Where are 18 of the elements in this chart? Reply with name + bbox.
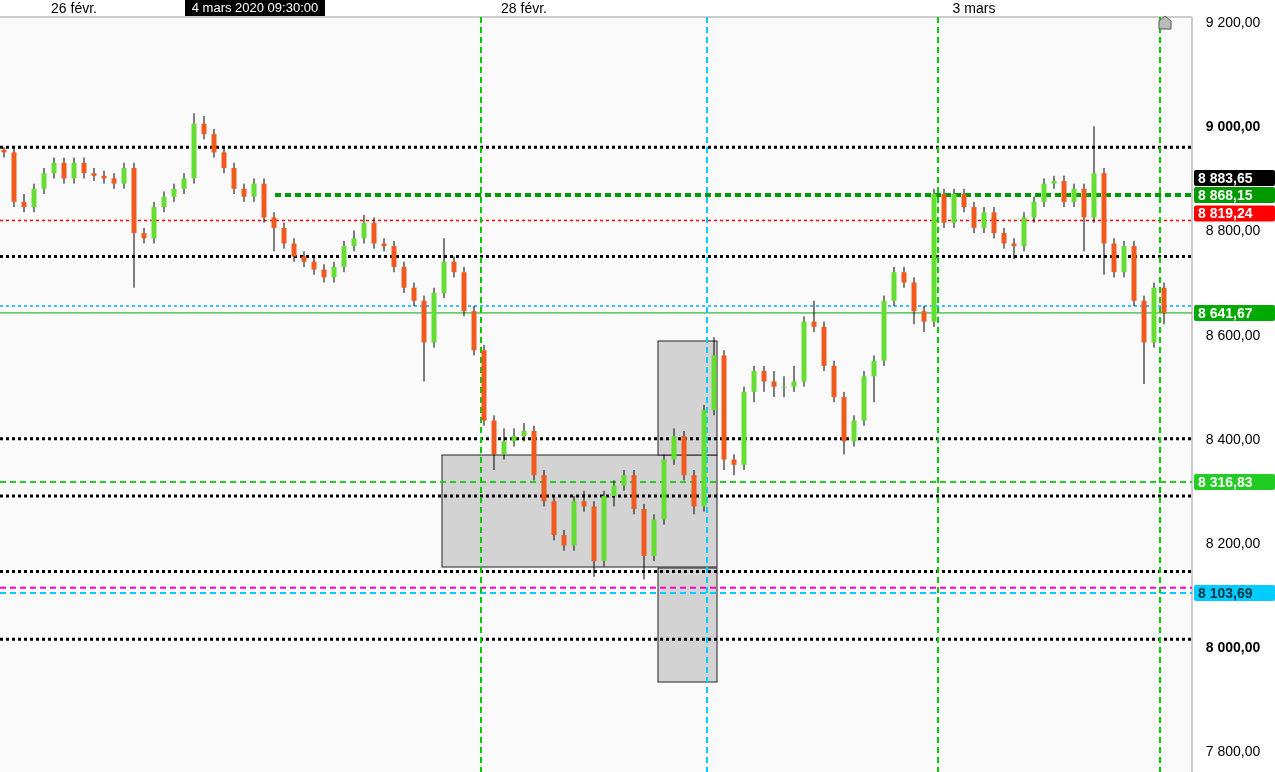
x-tick-label: 3 mars xyxy=(952,0,996,16)
ref-line-label: 8 316,83 xyxy=(1198,473,1253,490)
y-tick-label: 8 800,00 xyxy=(1205,222,1261,239)
y-tick-label: 7 800,00 xyxy=(1205,743,1261,760)
y-tick-label: 9 200,00 xyxy=(1205,14,1261,31)
ref-line-label: 8 103,69 xyxy=(1198,584,1253,601)
text: 8 883,65 xyxy=(1198,169,1253,186)
text: 4 mars 2020 09:30:00 xyxy=(191,0,319,15)
y-tick-label: 8 200,00 xyxy=(1205,534,1261,551)
y-tick-label: 8 000,00 xyxy=(1205,638,1261,655)
ref-line-label: 8 868,15 xyxy=(1198,186,1253,203)
y-tick-label: 8 400,00 xyxy=(1205,430,1261,447)
ref-line-label: 8 641,67 xyxy=(1198,304,1253,321)
x-tick-label: 28 févr. xyxy=(501,0,547,16)
y-tick-label: 9 000,00 xyxy=(1205,118,1261,135)
ref-line-label: 8 819,24 xyxy=(1198,205,1253,222)
y-tick-label: 8 600,00 xyxy=(1205,326,1261,343)
x-tick-label: 26 févr. xyxy=(51,0,97,16)
